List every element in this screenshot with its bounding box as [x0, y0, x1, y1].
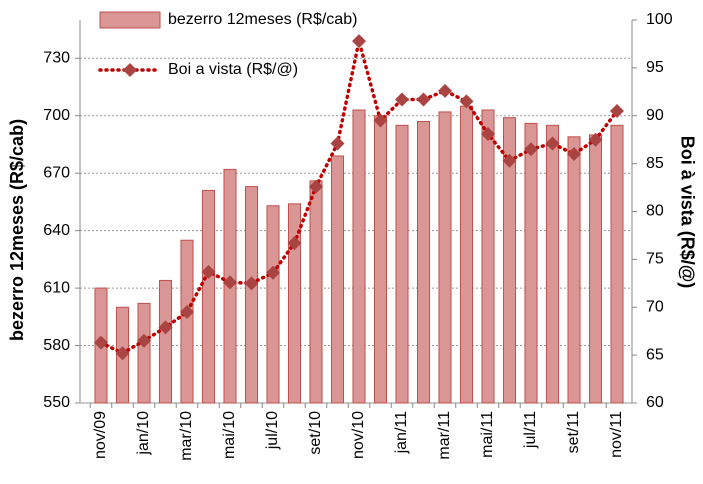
- bar: [137, 302, 151, 404]
- line-marker: [115, 346, 130, 361]
- y-tick-label: 610: [43, 279, 70, 296]
- line-marker: [416, 92, 431, 107]
- x-tick-label: jan/11: [393, 411, 410, 455]
- line-marker: [502, 153, 517, 168]
- bar: [438, 111, 452, 404]
- x-tick-label: mai/10: [221, 411, 238, 459]
- bar: [244, 186, 259, 404]
- y-tick-label: 670: [43, 164, 70, 181]
- line-marker: [459, 94, 474, 109]
- x-tick-label: mar/10: [178, 411, 195, 461]
- line-marker: [567, 147, 581, 162]
- line-marker: [545, 136, 560, 151]
- line-marker: [287, 236, 302, 251]
- x-tick-label: nov/09: [92, 411, 109, 459]
- legend-marker: [123, 63, 137, 77]
- line-marker: [309, 179, 323, 194]
- y2-tick-label: 100: [646, 11, 673, 28]
- y-tick-label: 580: [43, 337, 70, 354]
- bar: [352, 109, 366, 404]
- bar: [567, 136, 581, 404]
- bar: [588, 134, 603, 404]
- y2-tick-label: 80: [646, 203, 664, 220]
- line-marker: [158, 320, 173, 335]
- y-tick-label: 730: [43, 50, 70, 67]
- x-tick-label: jul/11: [522, 411, 539, 449]
- y2-tick-label: 95: [646, 59, 664, 76]
- line-marker: [266, 265, 280, 280]
- bar: [481, 109, 495, 404]
- bar: [201, 189, 216, 404]
- bar: [502, 117, 517, 404]
- line-marker: [94, 335, 108, 350]
- line-marker: [244, 276, 259, 291]
- x-tick-label: jan/10: [135, 411, 152, 456]
- bar: [524, 122, 538, 404]
- line-marker: [588, 132, 603, 147]
- y-tick-label: 640: [43, 222, 70, 239]
- line-marker: [137, 333, 151, 348]
- x-tick-label: nov/10: [350, 411, 367, 459]
- line-marker: [180, 305, 194, 320]
- line-marker: [223, 275, 237, 290]
- bar: [158, 279, 173, 404]
- y2-tick-label: 85: [646, 155, 664, 172]
- bar: [459, 105, 474, 404]
- line-marker: [201, 264, 216, 279]
- bar: [395, 124, 409, 404]
- x-tick-label: set/11: [565, 411, 582, 454]
- bar: [330, 155, 345, 404]
- line-marker: [373, 113, 388, 128]
- bar: [287, 203, 302, 404]
- y2-tick-label: 90: [646, 107, 664, 124]
- y2-tick-label: 75: [646, 251, 664, 268]
- line-marker: [438, 83, 452, 98]
- y-tick-label: 550: [43, 394, 70, 411]
- bar: [373, 115, 388, 404]
- y2-tick-label: 60: [646, 394, 664, 411]
- legend-label: Boi a vista (R$/@): [168, 61, 298, 78]
- legend-swatch: [99, 11, 161, 29]
- line-marker: [481, 126, 495, 141]
- legend-label: bezerro 12meses (R$/cab): [168, 11, 357, 28]
- y-axis-title: bezerro 12meses (R$/cab): [7, 119, 27, 341]
- bar: [545, 124, 560, 404]
- bar: [180, 239, 194, 404]
- line-marker: [352, 34, 366, 49]
- y-tick-label: 700: [43, 107, 70, 124]
- x-tick-label: jul/10: [264, 411, 281, 450]
- line-marker: [610, 103, 624, 118]
- bar: [266, 205, 280, 404]
- line-marker: [395, 92, 409, 107]
- line-marker: [524, 142, 538, 157]
- y2-tick-label: 65: [646, 346, 664, 363]
- x-tick-label: nov/11: [608, 411, 625, 458]
- bar: [309, 180, 323, 404]
- x-tick-label: set/10: [307, 411, 324, 455]
- bar: [610, 124, 624, 404]
- bar: [416, 120, 431, 404]
- x-tick-label: mar/11: [436, 411, 453, 460]
- y2-axis-title: Boi à vista (R$/@): [677, 136, 697, 289]
- line-marker: [330, 136, 345, 151]
- x-tick-label: mai/11: [479, 411, 496, 458]
- y2-tick-label: 70: [646, 298, 664, 315]
